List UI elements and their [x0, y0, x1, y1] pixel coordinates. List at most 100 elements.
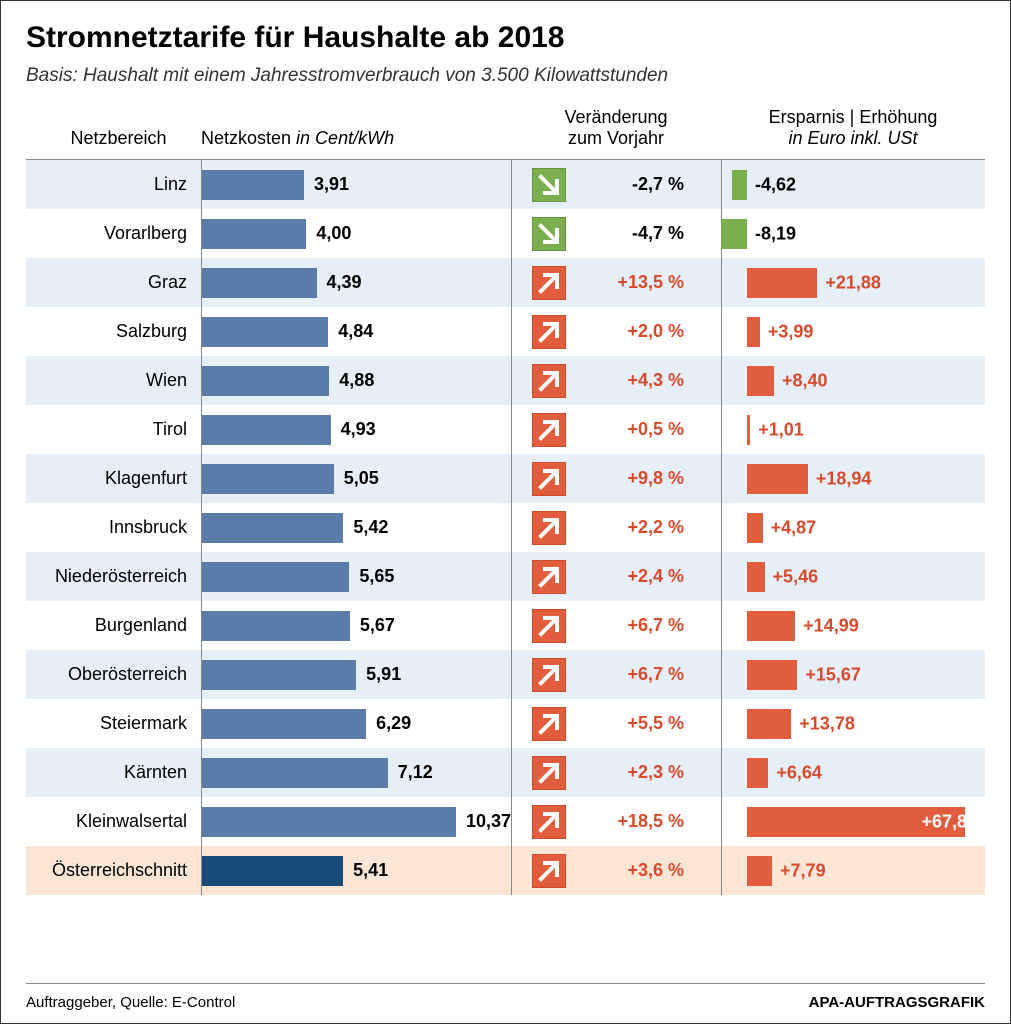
savings-bar — [747, 513, 763, 543]
change-value: +6,7 % — [584, 664, 684, 685]
arrow-down-icon — [532, 217, 566, 251]
savings-cell: +8,40 — [721, 356, 985, 405]
cost-cell: 4,88 — [201, 356, 511, 405]
arrow-up-icon — [532, 315, 566, 349]
arrow-up-icon — [532, 511, 566, 545]
savings-bar — [747, 415, 750, 445]
savings-value: +7,79 — [780, 860, 826, 881]
region-label: Innsbruck — [26, 517, 201, 538]
cost-value: 4,93 — [341, 419, 376, 440]
table-row: Kleinwalsertal10,37+18,5 %+67,83 — [26, 797, 985, 846]
savings-bar — [747, 268, 817, 298]
region-label: Tirol — [26, 419, 201, 440]
change-cell: +9,8 % — [511, 454, 721, 503]
arrow-up-icon — [532, 413, 566, 447]
cost-cell: 5,91 — [201, 650, 511, 699]
savings-cell: -8,19 — [721, 209, 985, 258]
change-cell: +6,7 % — [511, 601, 721, 650]
change-value: +13,5 % — [584, 272, 684, 293]
table-row: Wien 4,88 +4,3 %+8,40 — [26, 356, 985, 405]
arrow-up-icon — [532, 462, 566, 496]
change-value: +3,6 % — [584, 860, 684, 881]
savings-bar — [747, 856, 772, 886]
region-label: Wien — [26, 370, 201, 391]
change-cell: +2,0 % — [511, 307, 721, 356]
savings-value: +15,67 — [805, 664, 861, 685]
savings-value: -4,62 — [755, 174, 796, 195]
region-label: Steiermark — [26, 713, 201, 734]
cost-value: 4,88 — [339, 370, 374, 391]
cost-cell: 5,42 — [201, 503, 511, 552]
cost-value: 5,65 — [359, 566, 394, 587]
cost-bar — [202, 709, 366, 739]
region-label: Salzburg — [26, 321, 201, 342]
table-row: Salzburg4,84+2,0 %+3,99 — [26, 307, 985, 356]
savings-value: +21,88 — [825, 272, 881, 293]
cost-bar — [202, 856, 343, 886]
cost-bar — [202, 219, 306, 249]
header-region: Netzbereich — [26, 128, 201, 149]
cost-bar — [202, 807, 456, 837]
savings-bar — [747, 317, 760, 347]
table-row: Steiermark6,29+5,5 %+13,78 — [26, 699, 985, 748]
change-cell: -4,7 % — [511, 209, 721, 258]
column-headers: Netzbereich Netzkosten in Cent/kWh Verän… — [26, 107, 985, 160]
region-label: Klagenfurt — [26, 468, 201, 489]
cost-value: 5,67 — [360, 615, 395, 636]
change-value: -4,7 % — [584, 223, 684, 244]
cost-bar — [202, 366, 329, 396]
region-label: Kleinwalsertal — [26, 811, 201, 832]
arrow-up-icon — [532, 854, 566, 888]
change-value: +18,5 % — [584, 811, 684, 832]
savings-bar — [747, 758, 768, 788]
table-row: Burgenland5,67+6,7 %+14,99 — [26, 601, 985, 650]
table-row: Oberösterreich 5,91 +6,7 % +15,67 — [26, 650, 985, 699]
cost-bar — [202, 611, 350, 641]
savings-cell: +4,87 — [721, 503, 985, 552]
cost-value: 3,91 — [314, 174, 349, 195]
cost-value: 5,42 — [353, 517, 388, 538]
savings-bar — [732, 170, 747, 200]
table-row: Innsbruck5,42+2,2 %+4,87 — [26, 503, 985, 552]
region-label: Graz — [26, 272, 201, 293]
savings-bar — [747, 611, 795, 641]
cost-bar — [202, 170, 304, 200]
change-cell: +4,3 % — [511, 356, 721, 405]
cost-value: 5,91 — [366, 664, 401, 685]
footer-credit: APA-AUFTRAGSGRAFIK — [809, 994, 985, 1011]
savings-value: +5,46 — [773, 566, 819, 587]
region-label: Niederösterreich — [26, 566, 201, 587]
chart-subtitle: Basis: Haushalt mit einem Jahresstromver… — [26, 65, 985, 87]
region-label: Oberösterreich — [26, 664, 201, 685]
arrow-up-icon — [532, 707, 566, 741]
data-rows: Linz3,91-2,7 %-4,62Vorarlberg4,00-4,7 %-… — [26, 160, 985, 895]
cost-bar — [202, 660, 356, 690]
change-cell: -2,7 % — [511, 160, 721, 209]
cost-cell: 5,65 — [201, 552, 511, 601]
cost-value: 4,00 — [316, 223, 351, 244]
savings-cell: +14,99 — [721, 601, 985, 650]
savings-cell: +6,64 — [721, 748, 985, 797]
cost-cell: 5,41 — [201, 846, 511, 895]
change-cell: +2,3 % — [511, 748, 721, 797]
cost-cell: 4,39 — [201, 258, 511, 307]
savings-value: +13,78 — [799, 713, 855, 734]
change-value: +6,7 % — [584, 615, 684, 636]
change-cell: +0,5 % — [511, 405, 721, 454]
cost-cell: 5,05 — [201, 454, 511, 503]
header-cost: Netzkosten in Cent/kWh — [201, 128, 511, 149]
savings-value: +4,87 — [771, 517, 817, 538]
table-row: Kärnten7,12+2,3 %+6,64 — [26, 748, 985, 797]
cost-bar — [202, 464, 334, 494]
savings-value: +6,64 — [776, 762, 822, 783]
savings-cell: +3,99 — [721, 307, 985, 356]
cost-value: 5,05 — [344, 468, 379, 489]
change-value: -2,7 % — [584, 174, 684, 195]
change-cell: +5,5 % — [511, 699, 721, 748]
table-row: Tirol4,93+0,5 %+1,01 — [26, 405, 985, 454]
region-label: Kärnten — [26, 762, 201, 783]
arrow-up-icon — [532, 266, 566, 300]
cost-bar — [202, 758, 388, 788]
arrow-up-icon — [532, 364, 566, 398]
footer: Auftraggeber, Quelle: E-Control APA-AUFT… — [26, 983, 985, 1011]
